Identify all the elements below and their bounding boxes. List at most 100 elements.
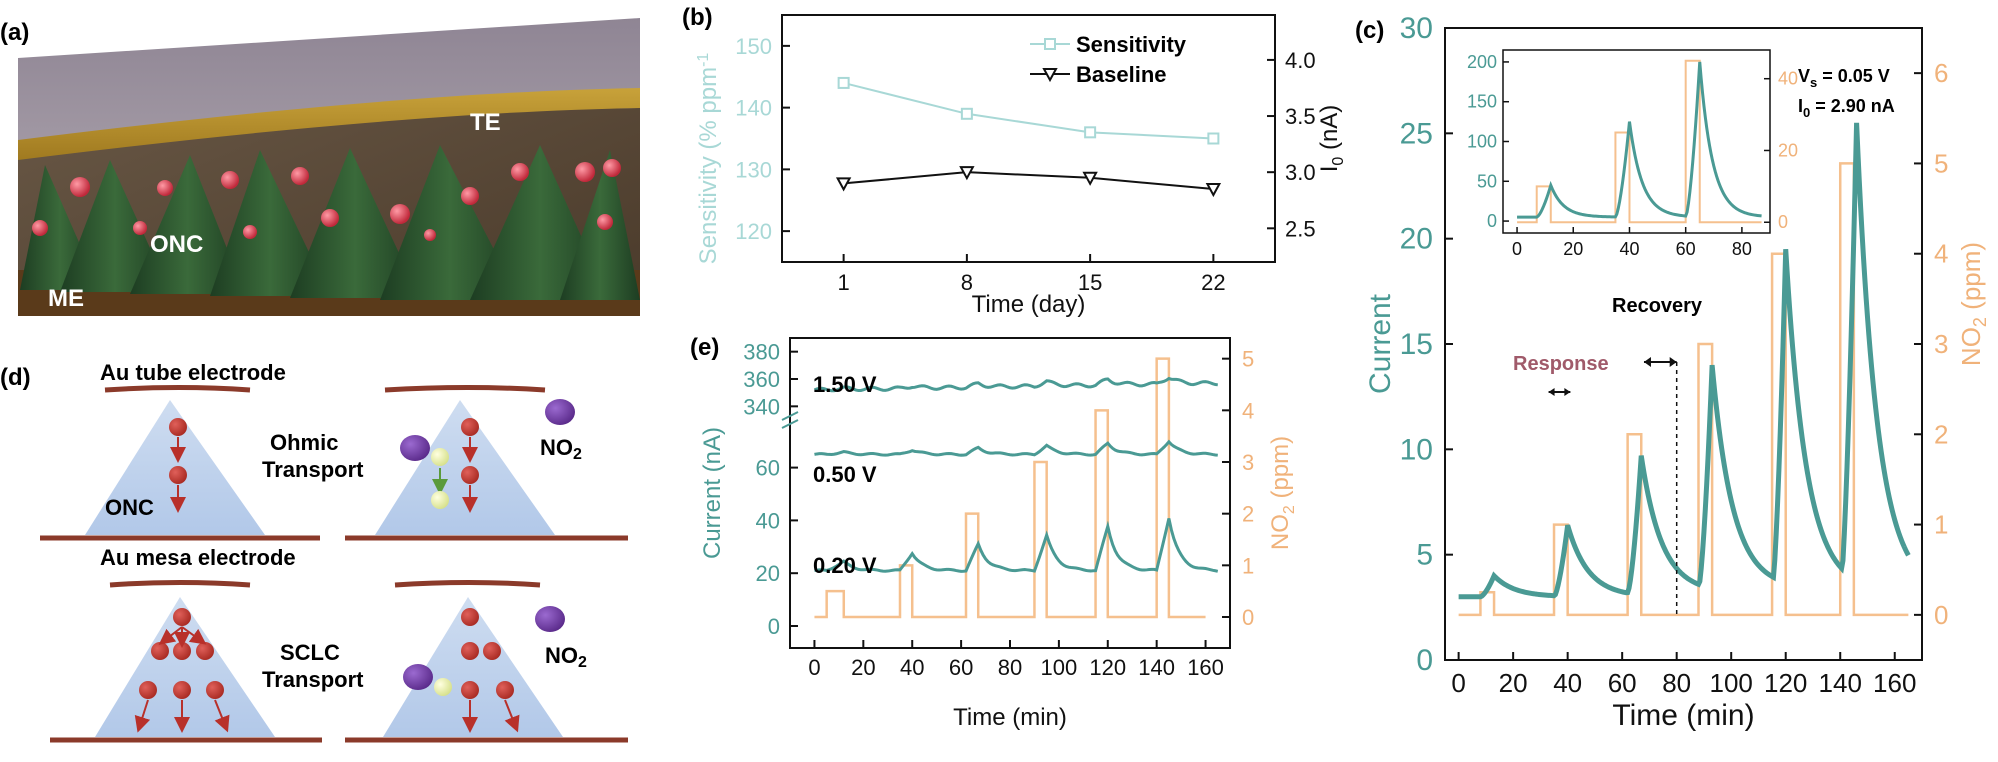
panel-c: (c) 0 20 40 60 80 100 120 140 160 0 5 10 15 20 25 30 0 1 2 3…: [1350, 0, 1998, 757]
chart-c-xtick-label: 60: [1608, 668, 1637, 698]
panel-a: (a) TE ONC ME: [0, 0, 640, 330]
chart-e-xtick-label: 40: [900, 655, 924, 680]
chart-b-ytick-right-label: 2.5: [1285, 216, 1316, 241]
chart-c-xlabel: Time (min): [1612, 699, 1754, 732]
chart-c-xtick-label: 160: [1873, 668, 1916, 698]
chart-c-ytick-right-label: 0: [1934, 600, 1948, 630]
chart-b-xtick-label: 22: [1201, 270, 1225, 295]
chart-c-inset-ytick-left-label: 50: [1477, 171, 1497, 191]
chart-c-no2-trace: [1458, 162, 1909, 617]
chart-b-ytick-right-label: 3.0: [1285, 160, 1316, 185]
chart-e-ytick-left-top-label: 340: [743, 394, 780, 419]
chart-c-vs-label: Vs = 0.05 V: [1798, 66, 1890, 90]
chart-e-series-0: [813, 376, 1218, 393]
chart-e-ytick-right-label: 1: [1242, 553, 1254, 578]
chart-c-ytick-right-label: 6: [1934, 58, 1948, 88]
chart-b-sensitivity-point: [837, 76, 850, 89]
chart-c-inset-xtick-label: 20: [1563, 239, 1583, 259]
panel-d-illustration: (d) Au tube electrode Ohmic Transport ON…: [0, 360, 628, 743]
chart-c-xtick-label: 40: [1553, 668, 1582, 698]
chart-b-frame: [781, 14, 1276, 263]
chart-c-inset-ytick-right-label: 40: [1778, 69, 1798, 89]
chart-b-xtick-label: 8: [961, 270, 973, 295]
ohmic-diagram-left: [40, 385, 320, 541]
chart-c-inset-xtick-label: 0: [1512, 239, 1522, 259]
no2-molecules: [32, 159, 621, 241]
chart-b-baseline-point: [835, 177, 852, 192]
chart-e-series-label: 0.20 V: [813, 553, 877, 578]
chart-e-ytick-left-label: 60: [756, 456, 780, 481]
chart-e-xtick-label: 0: [808, 655, 820, 680]
chart-e-ytick-right-label: 3: [1242, 450, 1254, 475]
chart-c-inset-ytick-left-label: 200: [1467, 52, 1497, 72]
chart-c-inset-ytick-right-label: 0: [1778, 212, 1788, 232]
chart-e: (e)0 20 40 60 80 100 120 140 1600204060340360380…: [690, 334, 1298, 731]
chart-b-ytick-left-label: 130: [735, 157, 772, 182]
chart-b-ytick-right-label: 3.5: [1285, 104, 1316, 129]
chart-c-ytick-left-label: 25: [1400, 117, 1433, 150]
chart-e-series-label: 1.50 V: [813, 372, 877, 397]
chart-c-i0-label: I0 = 2.90 nA: [1798, 96, 1895, 120]
sclc-diagram-right: [345, 580, 628, 743]
chart-c-ytick-right-label: 3: [1934, 329, 1948, 359]
me-label: ME: [48, 285, 84, 312]
au-tube-label: Au tube electrode: [100, 360, 286, 385]
chart-c: (c)0 20 40 60 80 100 120 140 1600510152025300123…: [1355, 12, 1990, 732]
chart-c-label: (c): [1355, 17, 1384, 44]
chart-b-ylabel-left: Sensitivity (% ppm-1: [695, 53, 722, 265]
ohmic-label-1: Ohmic: [270, 430, 338, 455]
chart-c-inset-ytick-left-label: 100: [1467, 132, 1497, 152]
chart-e-xtick-label: 160: [1187, 655, 1224, 680]
chart-c-ytick-right-label: 2: [1934, 419, 1948, 449]
chart-c-xtick-label: 80: [1662, 668, 1691, 698]
chart-e-ylabel-left: Current (nA): [699, 427, 726, 559]
chart-c-xtick-label: 120: [1764, 668, 1807, 698]
ohmic-label-2: Transport: [262, 457, 364, 482]
au-mesa-label: Au mesa electrode: [100, 545, 296, 570]
no2-label-bottom: NO2: [545, 643, 587, 671]
chart-c-xtick-label: 0: [1451, 668, 1465, 698]
chart-c-inset-xtick-label: 40: [1619, 239, 1639, 259]
chart-b-ytick-left-label: 120: [735, 219, 772, 244]
chart-b-label: (b): [682, 4, 713, 31]
chart-e-ytick-left-top-label: 360: [743, 367, 780, 392]
chart-c-response-arrowhead-right: [1564, 388, 1571, 396]
chart-b-legend-baseline-marker: [1042, 68, 1058, 83]
chart-c-ytick-left-label: 20: [1400, 223, 1433, 256]
chart-b-baseline-point: [1205, 183, 1222, 198]
no2-label-top: NO2: [540, 435, 582, 463]
chart-c-ytick-left-label: 15: [1400, 328, 1433, 361]
chart-c-ytick-right-label: 4: [1934, 239, 1948, 269]
chart-e-xtick-label: 140: [1138, 655, 1175, 680]
onc-label: ONC: [150, 231, 203, 258]
chart-e-xtick-label: 80: [998, 655, 1022, 680]
panel-e: (e) 0 20 40 60 80 100 120 140 160 0 20 40 60 340 360 380…: [670, 330, 1350, 755]
chart-e-xtick-label: 20: [851, 655, 875, 680]
chart-c-ytick-right-label: 5: [1934, 148, 1948, 178]
panel-a-label: (a): [0, 19, 29, 46]
chart-c-response-label: Response: [1513, 353, 1609, 375]
chart-b-sensitivity-point: [960, 107, 973, 120]
chart-b-ytick-right-label: 4.0: [1285, 48, 1316, 73]
chart-c-inset-ytick-left-label: 150: [1467, 92, 1497, 112]
chart-c-inset-current-trace: [1517, 61, 1762, 219]
chart-c-recovery-arrowhead-right: [1669, 357, 1677, 367]
chart-c-xtick-label: 140: [1819, 668, 1862, 698]
chart-b-ylabel-right: I0 (nA): [1316, 105, 1347, 173]
chart-c-inset-ytick-right-label: 20: [1778, 140, 1798, 160]
chart-e-ytick-right-label: 2: [1242, 502, 1254, 527]
chart-b-xtick-label: 1: [838, 270, 850, 295]
chart-e-no2-trace: [814, 357, 1206, 619]
chart-c-inset-xtick-label: 60: [1676, 239, 1696, 259]
panel-d-label: (d): [0, 364, 31, 391]
chart-e-ytick-left-label: 20: [756, 561, 780, 586]
chart-c-recovery-label: Recovery: [1612, 295, 1703, 317]
chart-c-inset-xtick-label: 80: [1732, 239, 1752, 259]
panel-a-illustration: (a) TE ONC ME: [0, 18, 640, 316]
panel-d: (d) Au tube electrode Ohmic Transport ON…: [0, 355, 640, 755]
sclc-label-2: Transport: [262, 667, 364, 692]
chart-b-baseline-point: [959, 166, 975, 181]
sclc-label-1: SCLC: [280, 640, 340, 665]
chart-c-ytick-left-label: 0: [1416, 644, 1433, 677]
chart-e-series-label: 0.50 V: [813, 462, 877, 487]
